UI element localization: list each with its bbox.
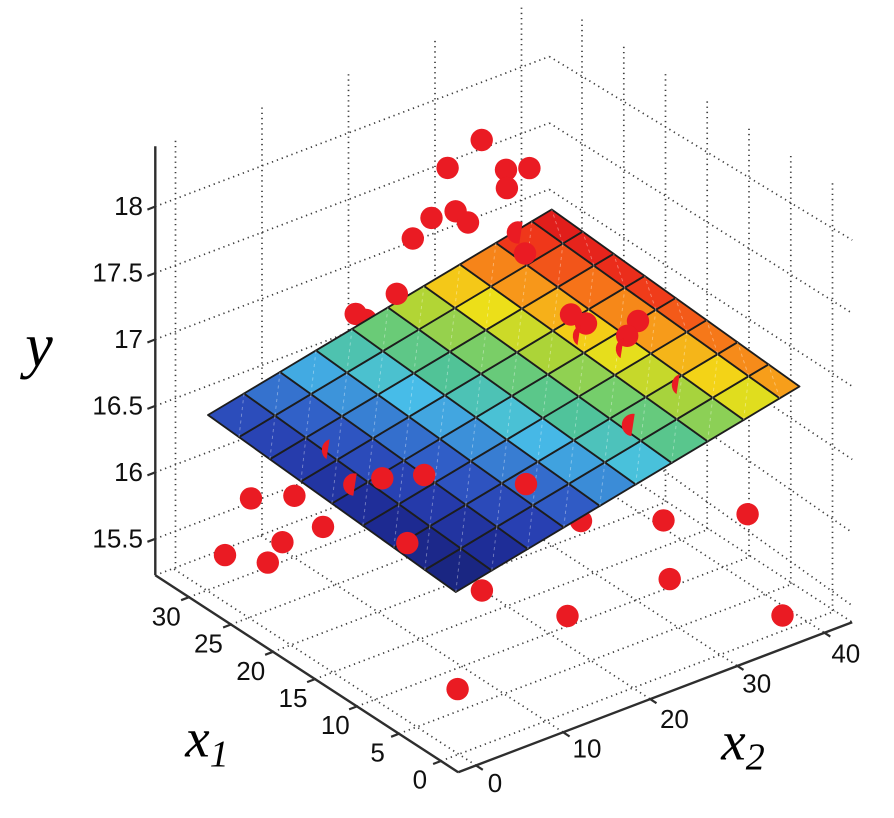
svg-text:x2: x2 [720, 711, 764, 779]
svg-text:18: 18 [114, 191, 143, 221]
svg-text:0: 0 [413, 765, 427, 795]
svg-text:16.5: 16.5 [92, 390, 143, 420]
svg-text:30: 30 [152, 601, 181, 631]
svg-text:20: 20 [660, 704, 689, 734]
svg-text:15.5: 15.5 [92, 523, 143, 553]
svg-text:17: 17 [114, 324, 143, 354]
svg-text:0: 0 [488, 768, 502, 798]
svg-text:30: 30 [742, 668, 771, 698]
svg-text:5: 5 [370, 737, 384, 767]
svg-text:y: y [19, 312, 53, 380]
svg-text:20: 20 [236, 656, 265, 686]
svg-text:15: 15 [279, 683, 308, 713]
svg-text:25: 25 [194, 629, 223, 659]
svg-text:16: 16 [114, 457, 143, 487]
svg-text:40: 40 [831, 639, 860, 669]
svg-text:10: 10 [573, 733, 602, 763]
svg-text:17.5: 17.5 [92, 258, 143, 288]
svg-text:10: 10 [321, 710, 350, 740]
